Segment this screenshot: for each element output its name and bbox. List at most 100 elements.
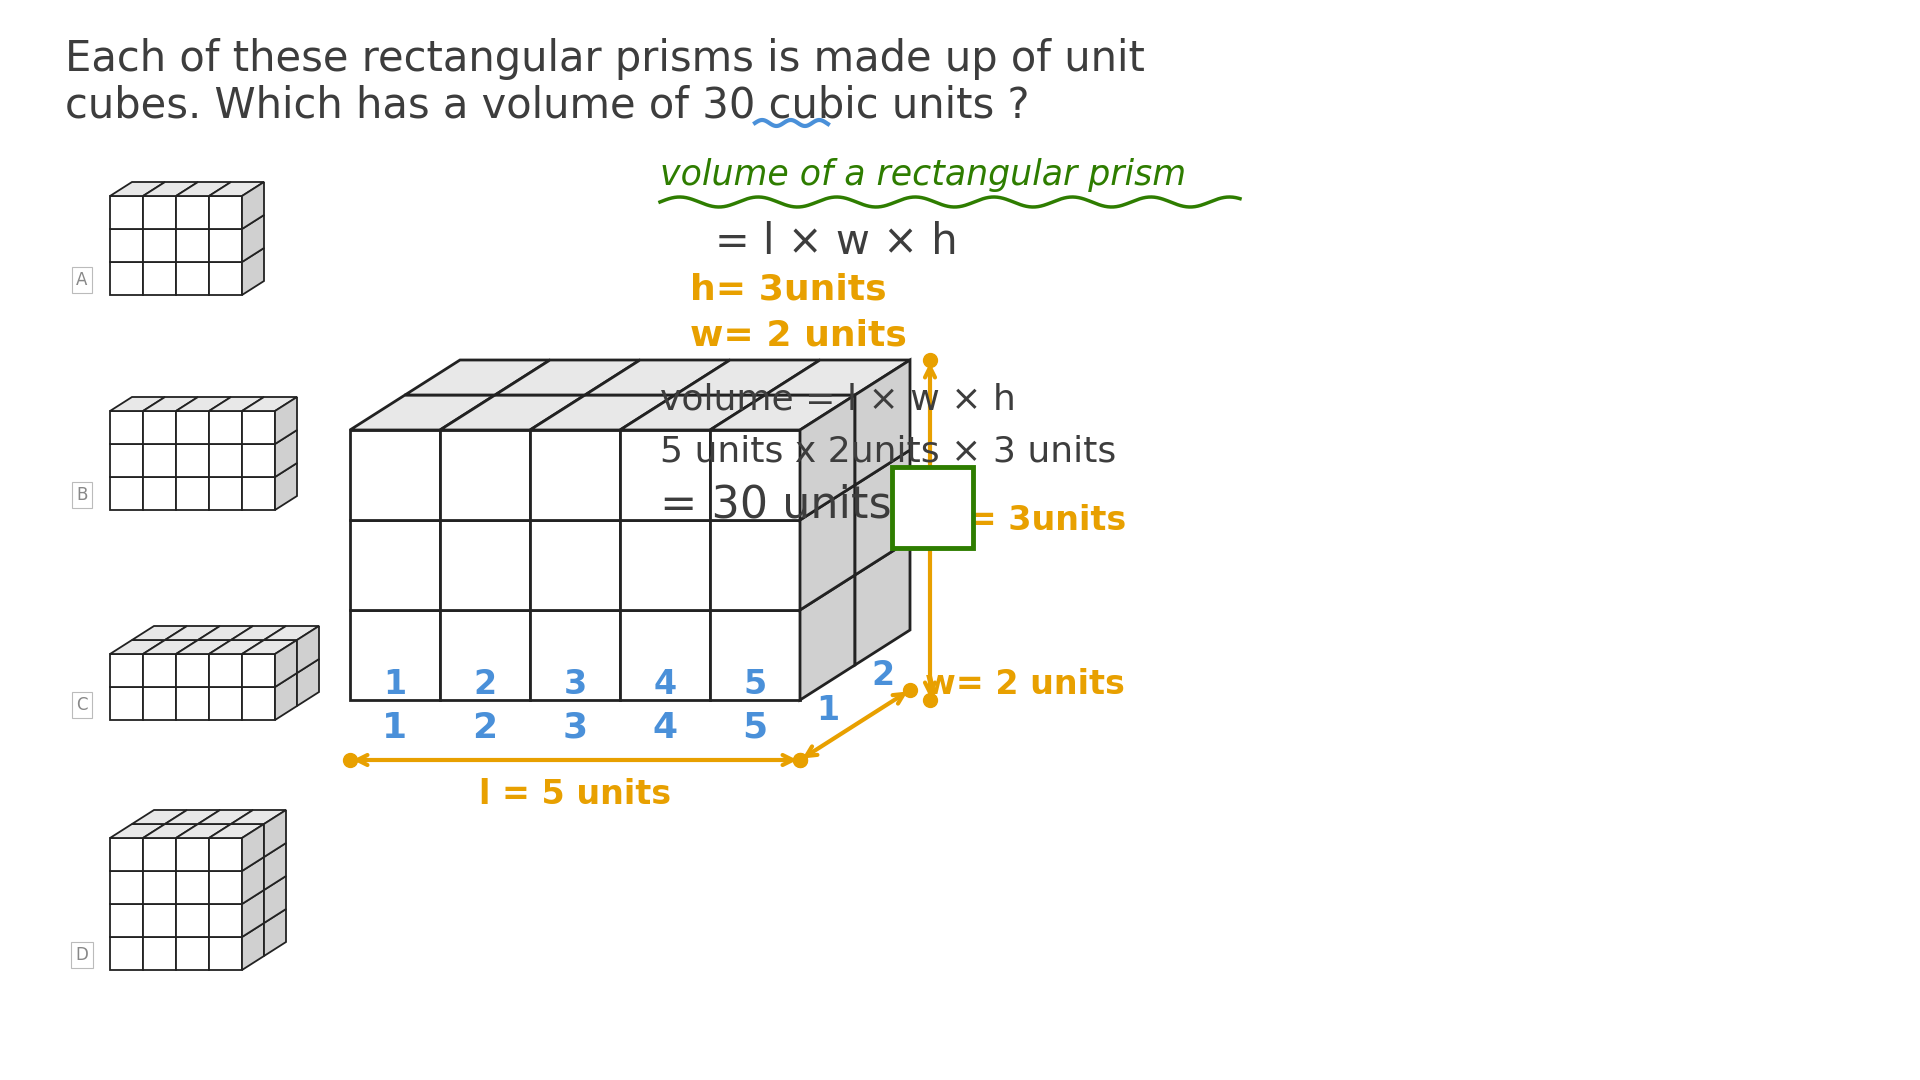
Polygon shape [349, 610, 440, 700]
Polygon shape [710, 519, 801, 610]
Text: 3: 3 [563, 711, 588, 745]
Polygon shape [242, 477, 275, 510]
Polygon shape [209, 904, 242, 937]
Text: D: D [75, 946, 88, 964]
Polygon shape [242, 397, 298, 411]
Polygon shape [242, 248, 265, 295]
Polygon shape [242, 215, 265, 262]
Polygon shape [854, 360, 910, 485]
Polygon shape [109, 411, 142, 444]
Text: 1: 1 [382, 711, 407, 745]
Polygon shape [177, 397, 230, 411]
Polygon shape [165, 810, 221, 824]
Polygon shape [142, 824, 198, 838]
Polygon shape [209, 444, 242, 477]
Polygon shape [109, 904, 142, 937]
Polygon shape [440, 610, 530, 700]
Text: 2: 2 [474, 669, 497, 702]
Polygon shape [142, 640, 198, 654]
Polygon shape [209, 477, 242, 510]
Polygon shape [109, 262, 142, 295]
Polygon shape [177, 262, 209, 295]
Text: 2: 2 [872, 659, 895, 692]
Polygon shape [109, 654, 142, 687]
Polygon shape [801, 575, 854, 700]
Text: volume of a rectangular prism: volume of a rectangular prism [660, 158, 1187, 192]
Polygon shape [275, 673, 298, 720]
Polygon shape [265, 909, 286, 956]
Polygon shape [275, 463, 298, 510]
Polygon shape [142, 444, 177, 477]
Text: 2: 2 [472, 711, 497, 745]
Text: h= 3units: h= 3units [689, 273, 887, 307]
Polygon shape [586, 360, 730, 395]
Polygon shape [142, 262, 177, 295]
Polygon shape [132, 626, 186, 640]
Polygon shape [109, 937, 142, 970]
Polygon shape [142, 229, 177, 262]
Polygon shape [177, 937, 209, 970]
Polygon shape [142, 654, 177, 687]
Polygon shape [109, 183, 165, 195]
Text: C: C [77, 696, 88, 714]
Polygon shape [242, 824, 265, 870]
Polygon shape [109, 229, 142, 262]
Polygon shape [275, 430, 298, 477]
Polygon shape [177, 183, 230, 195]
Polygon shape [142, 477, 177, 510]
Polygon shape [242, 858, 265, 904]
Polygon shape [209, 838, 242, 870]
FancyBboxPatch shape [893, 467, 973, 548]
Polygon shape [177, 411, 209, 444]
Polygon shape [530, 395, 676, 430]
Text: 4: 4 [653, 669, 676, 702]
Text: 5: 5 [743, 711, 768, 745]
Polygon shape [265, 843, 286, 890]
Text: h= 3units: h= 3units [945, 503, 1127, 537]
Text: 5: 5 [743, 669, 766, 702]
Polygon shape [142, 411, 177, 444]
Polygon shape [620, 395, 764, 430]
Text: w= 2 units: w= 2 units [689, 318, 906, 352]
Polygon shape [109, 824, 165, 838]
Polygon shape [265, 876, 286, 923]
Polygon shape [209, 262, 242, 295]
Polygon shape [177, 838, 209, 870]
Polygon shape [349, 519, 440, 610]
Polygon shape [177, 870, 209, 904]
Polygon shape [109, 640, 165, 654]
Polygon shape [209, 183, 265, 195]
Polygon shape [142, 687, 177, 720]
Polygon shape [349, 395, 495, 430]
Polygon shape [275, 397, 298, 444]
Polygon shape [209, 870, 242, 904]
Polygon shape [198, 810, 253, 824]
Polygon shape [298, 659, 319, 706]
Polygon shape [142, 904, 177, 937]
Polygon shape [165, 626, 221, 640]
Polygon shape [710, 610, 801, 700]
Text: cubes. Which has a volume of 30 cubic units ?: cubes. Which has a volume of 30 cubic un… [65, 85, 1029, 127]
Polygon shape [177, 824, 230, 838]
Polygon shape [209, 654, 242, 687]
Polygon shape [109, 195, 142, 229]
Polygon shape [230, 626, 286, 640]
Polygon shape [440, 395, 586, 430]
Polygon shape [242, 654, 275, 687]
Polygon shape [242, 183, 265, 229]
Polygon shape [440, 519, 530, 610]
Polygon shape [349, 430, 440, 519]
Polygon shape [530, 610, 620, 700]
Text: Each of these rectangular prisms is made up of unit: Each of these rectangular prisms is made… [65, 38, 1144, 80]
Text: volume = l × w × h: volume = l × w × h [660, 383, 1016, 417]
Polygon shape [177, 229, 209, 262]
Polygon shape [764, 360, 910, 395]
Polygon shape [209, 937, 242, 970]
Polygon shape [230, 810, 286, 824]
Polygon shape [275, 640, 298, 687]
Text: = l × w × h: = l × w × h [714, 221, 958, 264]
Polygon shape [801, 485, 854, 610]
Polygon shape [209, 229, 242, 262]
Polygon shape [620, 430, 710, 519]
Polygon shape [495, 360, 639, 395]
